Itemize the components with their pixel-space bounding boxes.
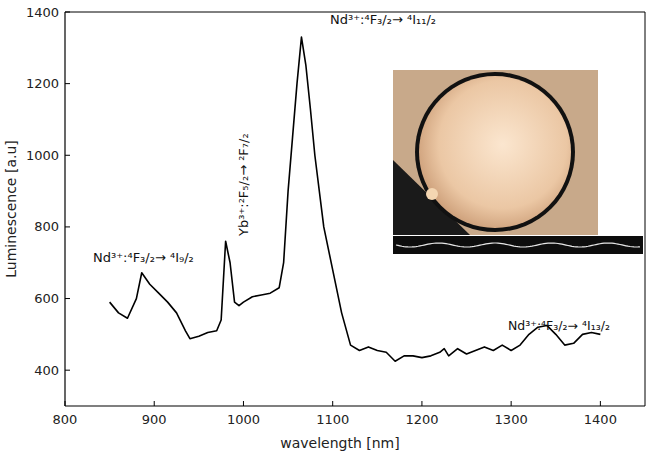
inset-strip — [393, 236, 643, 254]
annotation: Yb³⁺:²F₅/₂→ ²F₇/₂ — [236, 133, 251, 237]
y-tick — [65, 155, 70, 156]
annotation: Nd³⁺:⁴F₃/₂→ ⁴I₉/₂ — [93, 250, 194, 265]
x-tick — [332, 401, 333, 406]
y-tick-label: 400 — [34, 363, 59, 378]
x-tick-label: 1200 — [405, 412, 438, 427]
y-tick — [65, 298, 70, 299]
x-tick — [243, 401, 244, 406]
y-tick-label: 1200 — [26, 76, 59, 91]
fiber-rim — [415, 72, 575, 232]
x-tick — [421, 401, 422, 406]
annotation: Nd³⁺:⁴F₃/₂→ ⁴I₁₁/₂ — [330, 12, 436, 27]
x-axis-title: wavelength [nm] — [280, 435, 399, 451]
x-tick-label: 800 — [53, 412, 78, 427]
y-tick — [65, 83, 70, 84]
x-tick — [65, 401, 66, 406]
photo-spot — [426, 188, 438, 200]
chart: 800 900 1000 1100 1200 1300 1400 400 600 800 1000 1… — [0, 0, 657, 464]
x-tick — [154, 401, 155, 406]
plot-area — [110, 37, 601, 361]
strip-fiber — [396, 243, 640, 247]
spectrum-line — [110, 37, 601, 361]
strip-background — [393, 236, 643, 254]
y-tick-label: 800 — [34, 219, 59, 234]
y-tick — [65, 12, 70, 13]
fiber-core — [419, 76, 571, 228]
photo-background — [393, 70, 598, 235]
y-tick-label: 1000 — [26, 148, 59, 163]
inset-photo — [393, 70, 598, 235]
y-tick — [65, 226, 70, 227]
x-tick — [600, 401, 601, 406]
y-tick-label: 600 — [34, 291, 59, 306]
x-tick-label: 900 — [142, 412, 167, 427]
x-tick-label: 1300 — [495, 412, 528, 427]
x-tick-label: 1100 — [316, 412, 349, 427]
y-tick-label: 1400 — [26, 5, 59, 20]
frame-right — [645, 12, 646, 406]
y-axis-title: Luminescence [a.u] — [3, 140, 19, 278]
y-tick — [65, 370, 70, 371]
x-tick-label: 1400 — [584, 412, 617, 427]
x-axis — [65, 405, 645, 406]
y-axis — [64, 12, 65, 406]
x-tick — [511, 401, 512, 406]
x-tick-label: 1000 — [227, 412, 260, 427]
annotation: Nd³⁺:⁴F₃/₂→ ⁴I₁₃/₂ — [508, 318, 610, 333]
